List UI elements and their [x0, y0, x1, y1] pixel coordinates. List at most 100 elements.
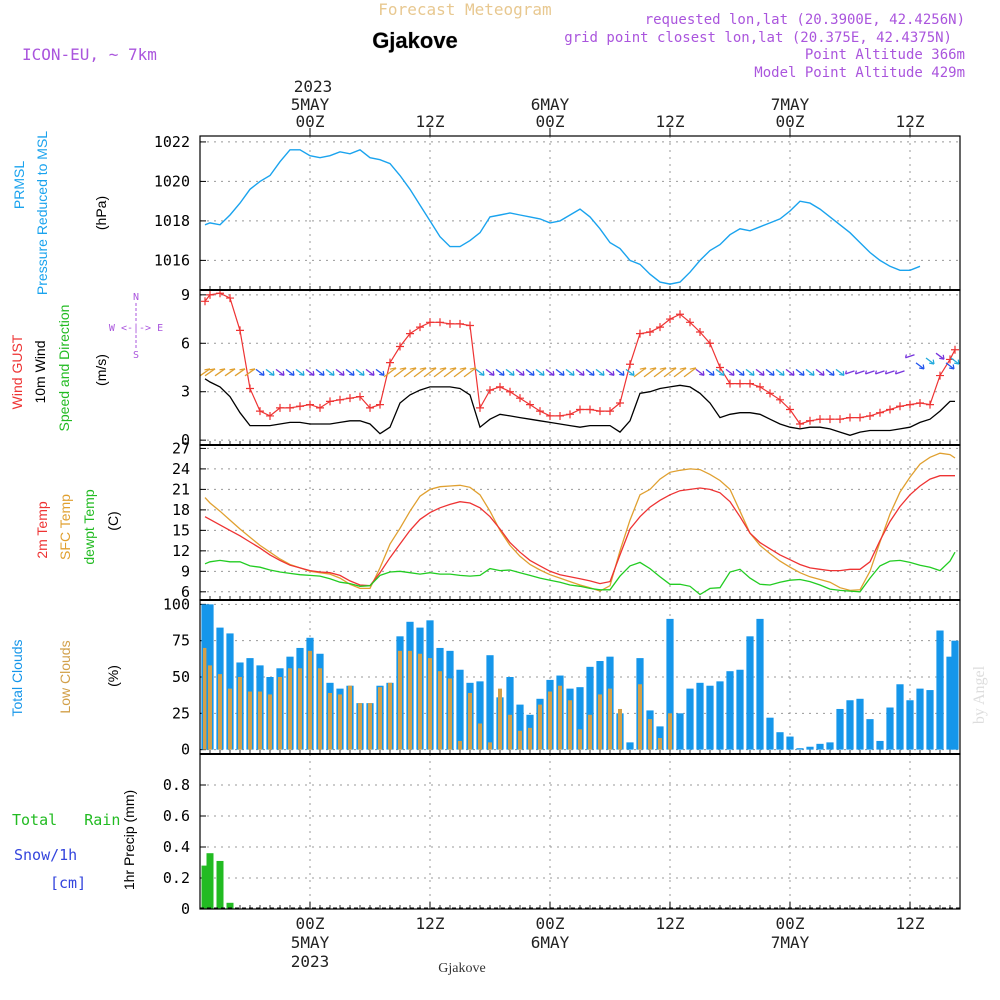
gust-marker [706, 339, 714, 348]
prmsl-line [204, 148, 921, 285]
wind-arrowhead [519, 370, 525, 376]
wind-direction-arrow [945, 362, 955, 370]
wind-arrowhead [749, 370, 755, 376]
y-tick-label: 25 [172, 704, 190, 722]
low-cloud-bar [318, 668, 322, 750]
y-tick-label: 3 [181, 383, 190, 401]
gust-marker [376, 400, 384, 409]
gust-marker [456, 319, 464, 328]
wind-direction-arrow [695, 368, 705, 376]
wind-arrowhead [549, 370, 555, 376]
wind-direction-arrow [663, 367, 677, 378]
y-tick-label: 0.6 [163, 807, 190, 825]
wind-labels: Wind GUST 10m Wind Speed and Direction (… [9, 292, 163, 431]
wind-arrowhead [659, 367, 667, 370]
total-cloud-bar [726, 671, 734, 750]
total-cloud-bar [846, 700, 854, 750]
requested-coords: requested lon,lat (20.3900E, 42.4256N) [645, 12, 965, 28]
wind-arrowhead [709, 370, 715, 376]
dewpt-line [204, 551, 956, 596]
wind-direction-arrow [745, 368, 755, 376]
wind-direction-arrow [555, 368, 565, 376]
wind-arrowhead [279, 370, 285, 376]
y-tick-label: 6 [181, 334, 190, 352]
low-cloud-bar [398, 650, 402, 750]
location-title: Gjakove [372, 28, 458, 53]
wind-arrowhead [819, 370, 825, 376]
wind-direction-arrow [365, 368, 375, 376]
wind-arrowhead [929, 359, 935, 365]
wind-arrowhead [809, 370, 815, 376]
low-cloud-bar [328, 692, 332, 750]
total-cloud-bar [586, 666, 594, 750]
total-cloud-bar [816, 743, 824, 750]
total-cloud-bar [706, 685, 714, 750]
low-cloud-bar [338, 694, 342, 750]
gust-marker [906, 400, 914, 409]
wind-arrowhead [649, 367, 657, 370]
gust-marker [316, 403, 324, 412]
speed-direction-label: Speed and Direction [56, 305, 72, 432]
total-cloud-bar [856, 698, 864, 750]
gust-marker [416, 323, 424, 332]
wind-arrowhead [299, 370, 305, 376]
wind-arrowhead [949, 364, 955, 370]
grid-point-coords: grid point closest lon,lat (20.375E, 42.… [564, 30, 952, 46]
top-date-label: 7MAY [771, 95, 810, 114]
wind-arrowhead [209, 368, 216, 371]
low-cloud-bar [638, 684, 642, 750]
total-cloud-bar [576, 687, 584, 750]
wind-direction-arrow [925, 357, 935, 365]
gust-marker [396, 342, 404, 351]
total-cloud-bar [946, 656, 954, 750]
low-cloud-bar [218, 674, 222, 750]
gust-marker [926, 400, 934, 409]
low-cloud-bar [588, 714, 592, 750]
snow-unit: [cm] [50, 874, 86, 892]
gust-marker [716, 363, 724, 372]
panel-0: 1016 1018 1020 1022 [154, 133, 960, 290]
total-cloud-bar [486, 655, 494, 750]
pressure-labels: PRMSL Pressure Reduced to MSL (hPa) [11, 131, 109, 295]
gust-marker [326, 397, 334, 406]
y-tick-label: 1022 [154, 133, 190, 151]
total-cloud-bar [506, 677, 514, 750]
y-tick-label: 15 [172, 521, 190, 539]
total-cloud-bar [736, 669, 744, 750]
total-cloud-bar [796, 748, 804, 750]
t2m-line [204, 475, 955, 587]
y-tick-label: 1018 [154, 212, 190, 230]
precip-axis-label: 1hr Precip (mm) [121, 790, 137, 890]
wind-arrowhead [779, 370, 785, 376]
wind-arrowhead [884, 370, 887, 375]
wind-arrowhead [904, 354, 907, 359]
low-cloud-bar [288, 668, 292, 750]
bottom-date-label: 6MAY [531, 933, 570, 952]
total-cloud-bar [906, 700, 914, 750]
super-title: Forecast Meteogram [378, 0, 551, 19]
sfc-temp-line [204, 452, 956, 592]
wind-direction-arrow [345, 368, 355, 376]
gust-marker [826, 415, 834, 424]
wind-arrowhead [229, 368, 236, 371]
wind-arrowhead [239, 368, 246, 371]
low-cloud-bar [358, 703, 362, 750]
low-cloud-bar [538, 704, 542, 750]
wind-arrowhead [369, 370, 375, 376]
gust-marker [276, 403, 284, 412]
rain-bar [206, 853, 214, 909]
wind-arrowhead [339, 370, 345, 376]
wind-direction-arrow [214, 368, 226, 377]
wind-arrowhead [789, 370, 795, 376]
low-cloud-bar [488, 742, 492, 750]
low-cloud-bar [203, 647, 207, 750]
total-cloud-bar [826, 742, 834, 750]
gust-marker [236, 326, 244, 335]
total-cloud-bar [686, 688, 694, 750]
y-tick-label: 100 [163, 595, 190, 613]
gust-marker [576, 405, 584, 414]
wind-direction-arrow [683, 367, 697, 378]
gust-marker [476, 403, 484, 412]
gust-marker [446, 319, 454, 328]
gust-marker [336, 395, 344, 404]
